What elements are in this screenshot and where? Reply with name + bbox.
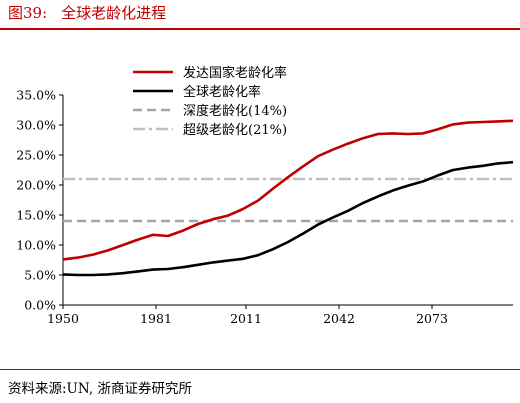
legend-label-1: 发达国家老龄化率 xyxy=(183,65,287,81)
y-tick-label: 20.0% xyxy=(16,178,56,193)
x-tick-label: 2073 xyxy=(416,311,448,326)
source-note: 资料来源:UN, 浙商证券研究所 xyxy=(8,381,192,397)
x-tick-label: 1981 xyxy=(140,311,172,326)
series-line-2 xyxy=(62,160,514,277)
legend-label-2: 全球老龄化率 xyxy=(183,84,261,100)
figure-title-text: 全球老龄化进程 xyxy=(61,4,167,22)
y-tick-label: 15.0% xyxy=(16,208,56,223)
y-tick-label: 5.0% xyxy=(24,268,56,283)
y-tick-label: 0.0% xyxy=(24,298,56,313)
y-tick-label: 30.0% xyxy=(16,118,56,133)
source-rule xyxy=(0,369,520,370)
x-tick-label: 2042 xyxy=(323,311,355,326)
legend-label-3: 深度老龄化(14%) xyxy=(183,103,287,119)
title-underline xyxy=(0,28,520,30)
legend-label-4: 超级老龄化(21%) xyxy=(183,123,287,138)
y-tick-label: 35.0% xyxy=(16,88,56,103)
series-line-1 xyxy=(62,119,514,261)
figure-number: 图39: xyxy=(8,4,48,22)
x-tick-label: 1950 xyxy=(47,311,79,326)
y-tick-label: 10.0% xyxy=(16,238,56,253)
y-tick-label: 25.0% xyxy=(16,148,56,163)
figure-title: 图39: 全球老龄化进程 xyxy=(8,2,166,23)
x-tick-label: 2011 xyxy=(230,311,262,326)
